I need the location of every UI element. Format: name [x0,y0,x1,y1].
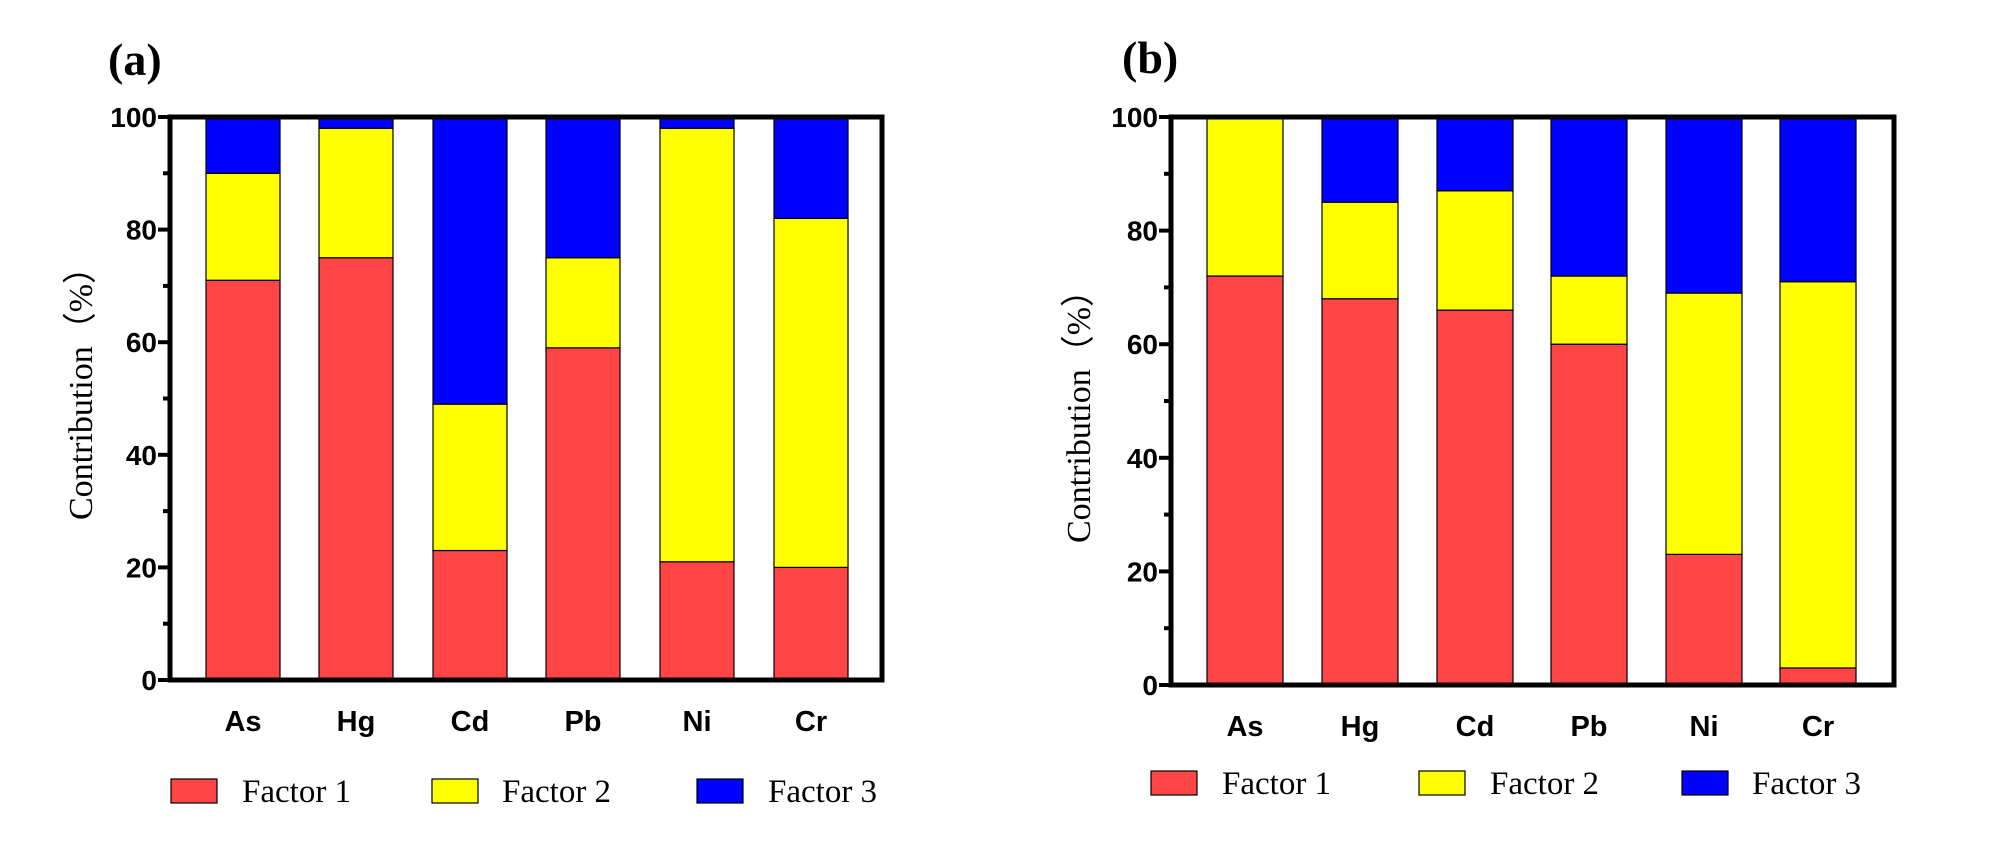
panel-a-legend-label-factor1: Factor 1 [242,774,351,810]
panel-b-xtick-label-cd: Cd [1456,711,1495,743]
panel-a-bar-cd-factor1 [432,549,508,681]
panel-b-bar-pb-factor3 [1550,116,1628,277]
panel-a-bar-cd-factor3 [432,116,508,405]
panel-a-bar-pb-factor1 [545,347,621,681]
panel-b-ylabel: Contribution（%） [1060,273,1098,543]
panel-b-xtick-label-hg: Hg [1341,711,1380,743]
panel-a-bar-as-factor1 [205,279,281,681]
panel-a-ylabel: Contribution（%） [62,250,100,520]
panel-b-bar-hg-factor2 [1321,201,1399,300]
panel-a-bar-as-factor3 [205,116,281,174]
panel-b-ytick-label-80: 80 [1127,216,1158,247]
panel-a-xtick-label-hg: Hg [337,706,376,738]
panel-b-bar-cr-factor3 [1779,116,1857,283]
panel-a-legend: Factor 1 Factor 2 Factor 3 [170,774,877,810]
panel-b-frame [1168,114,1897,688]
panel-b-legend: Factor 1 Factor 2 Factor 3 [1150,766,1861,802]
panel-a-legend-swatch-factor1 [170,778,218,804]
panel-a-yaxis: 0 20 40 60 80 100 [110,102,170,696]
panel-b-legend-label-factor3: Factor 3 [1752,766,1861,802]
panel-b-bar-pb-factor2 [1550,275,1628,345]
panel-b-bar-ni-factor1 [1665,553,1743,686]
panel-b-yaxis: 0 20 40 60 80 100 [1111,102,1171,701]
panel-a-bar-cr-factor2 [773,217,849,568]
panel-a-bar-ni-factor2 [659,127,735,563]
panel-a-bar-pb-factor2 [545,257,621,349]
panel-a-bar-as-factor2 [205,172,281,281]
panel-a-xtick-label-cr: Cr [795,706,827,738]
panel-a-legend-label-factor2: Factor 2 [502,774,611,810]
panel-a-ytick-label-100: 100 [110,102,157,133]
panel-a-legend-swatch-factor3 [696,778,744,804]
panel-b-bar-hg-factor3 [1321,116,1399,203]
panel-b-legend-label-factor2: Factor 2 [1490,766,1599,802]
panel-b-ytick-label-100: 100 [1111,102,1158,133]
panel-b-ytick-label-60: 60 [1127,329,1158,360]
panel-b: (b) Contribution（%） 0 20 40 60 80 100 As Hg Cd P… [1060,32,1897,802]
panel-a-ytick-label-40: 40 [126,440,157,471]
panel-a-legend-label-factor3: Factor 3 [768,774,877,810]
panel-a-bar-cr-factor1 [773,566,849,681]
panel-a-xtick-label-ni: Ni [683,706,712,738]
panel-b-xaxis: As Hg Cd Pb Ni Cr [1226,711,1834,743]
panel-b-legend-swatch-factor2 [1418,770,1466,796]
panel-b-bar-pb-factor1 [1550,343,1628,686]
panel-a-frame [167,114,885,683]
panel-a-label: (a) [108,34,162,85]
panel-a: (a) Contribution（%） 0 20 40 60 80 100 As Hg Cd P… [62,34,885,810]
panel-b-ytick-label-0: 0 [1142,670,1158,701]
panel-a-ytick-label-60: 60 [126,327,157,358]
panel-b-ytick-label-40: 40 [1127,443,1158,474]
panel-b-bar-cr-factor1 [1779,667,1857,686]
panel-a-ytick-label-80: 80 [126,215,157,246]
panel-b-bar-cd-factor1 [1436,309,1514,686]
panel-b-xtick-label-as: As [1226,711,1263,743]
panel-a-ytick-label-20: 20 [126,552,157,583]
panel-b-legend-swatch-factor3 [1681,770,1729,796]
panel-a-bar-cr-factor3 [773,116,849,219]
panel-a-xtick-label-as: As [224,706,261,738]
panel-b-bar-hg-factor1 [1321,298,1399,686]
panel-b-xtick-label-pb: Pb [1570,711,1607,743]
panel-b-legend-swatch-factor1 [1150,770,1198,796]
panel-a-bars [205,116,849,681]
panel-a-bar-pb-factor3 [545,116,621,259]
panel-b-bar-as-factor1 [1206,275,1284,686]
panel-b-xtick-label-cr: Cr [1802,711,1834,743]
panel-a-bar-hg-factor2 [318,127,394,259]
panel-a-xtick-label-pb: Pb [564,706,601,738]
panel-b-bar-ni-factor2 [1665,292,1743,555]
panel-b-xtick-label-ni: Ni [1690,711,1719,743]
panel-b-bar-cr-factor2 [1779,281,1857,669]
panel-a-bar-cd-factor2 [432,403,508,552]
panel-a-legend-swatch-factor2 [431,778,479,804]
panel-a-xtick-label-cd: Cd [451,706,490,738]
panel-b-bar-cd-factor3 [1436,116,1514,192]
panel-a-ytick-label-0: 0 [141,665,157,696]
panel-b-legend-label-factor1: Factor 1 [1222,766,1331,802]
panel-b-label: (b) [1122,32,1178,83]
panel-b-bar-as-factor2 [1206,116,1284,277]
panel-a-xaxis: As Hg Cd Pb Ni Cr [224,706,827,738]
panel-b-bars [1206,116,1857,686]
panel-a-bar-ni-factor1 [659,561,735,681]
panel-b-ytick-label-20: 20 [1127,556,1158,587]
panel-b-bar-cd-factor2 [1436,190,1514,311]
panel-a-bar-hg-factor1 [318,257,394,681]
panel-b-bar-ni-factor3 [1665,116,1743,294]
